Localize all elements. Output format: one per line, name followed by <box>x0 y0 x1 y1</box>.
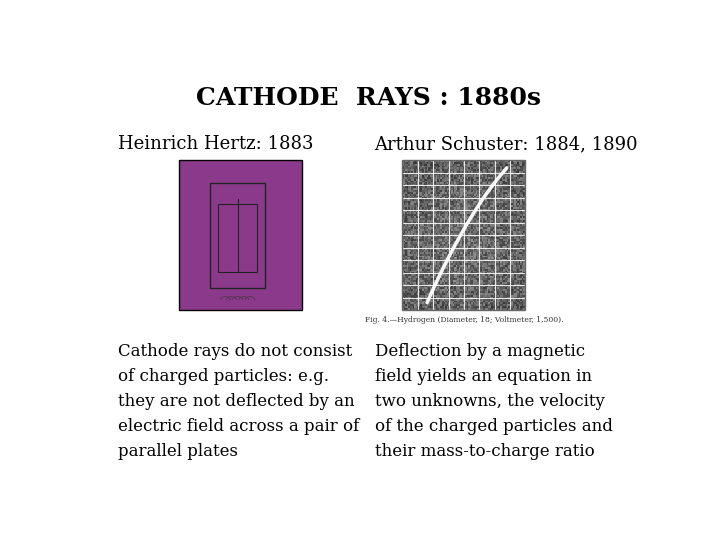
Text: Deflection by a magnetic
field yields an equation in
two unknowns, the velocity
: Deflection by a magnetic field yields an… <box>374 343 613 460</box>
Text: Arthur Schuster: 1884, 1890: Arthur Schuster: 1884, 1890 <box>374 136 638 153</box>
Bar <box>179 160 302 310</box>
Text: CATHODE  RAYS : 1880s: CATHODE RAYS : 1880s <box>197 85 541 110</box>
Bar <box>210 183 265 288</box>
Bar <box>402 160 526 310</box>
Text: Cathode rays do not consist
of charged particles: e.g.
they are not deflected by: Cathode rays do not consist of charged p… <box>118 343 359 460</box>
Text: Fig. 4.—Hydrogen (Diameter, 18; Voltmeter, 1,500).: Fig. 4.—Hydrogen (Diameter, 18; Voltmete… <box>364 316 563 325</box>
Bar <box>218 204 257 272</box>
Text: Heinrich Hertz: 1883: Heinrich Hertz: 1883 <box>118 136 313 153</box>
